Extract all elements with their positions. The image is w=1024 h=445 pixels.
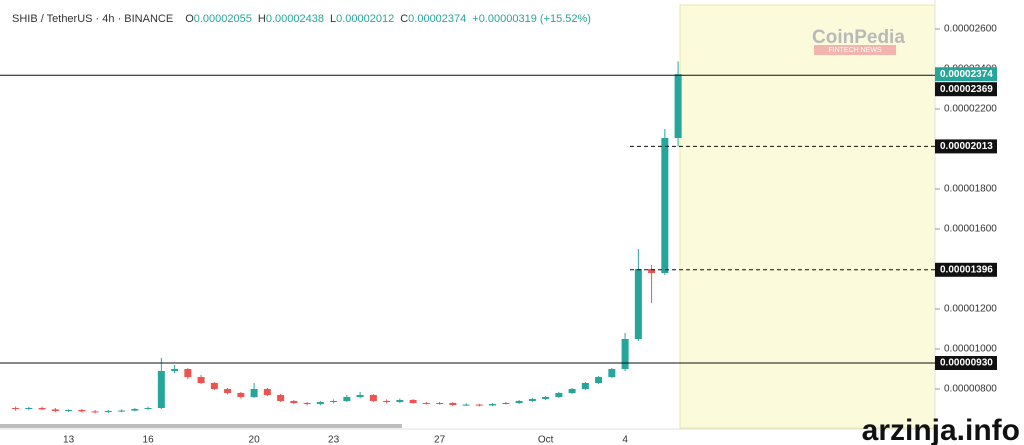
y-tick-label: 0.00001200 [944, 304, 997, 315]
candle-body [65, 410, 73, 411]
candle-body [157, 371, 165, 408]
x-tick-label: 13 [63, 435, 75, 445]
ohlc-value: 0.00002012 [336, 13, 394, 25]
x-tick-label: 4 [622, 435, 628, 445]
site-watermark: arzinja.info [862, 414, 1020, 445]
candle-body [369, 395, 377, 401]
candle-body [118, 410, 126, 412]
last-price-label: 0.00002374 [940, 69, 993, 80]
x-tick-label: Oct [538, 435, 554, 445]
candle-body [38, 408, 46, 410]
candle-body [661, 138, 669, 273]
candle-body [648, 269, 656, 273]
candle-body [171, 369, 179, 371]
level-label: 0.00000930 [940, 358, 993, 369]
candle-body [475, 404, 483, 406]
ohlc-label: L [330, 13, 336, 25]
level-label-bg [935, 356, 997, 370]
y-tick-label: 0.00000800 [944, 384, 997, 395]
candle-body [634, 269, 642, 339]
candle-body [330, 401, 338, 402]
candle-body [224, 389, 232, 393]
candle-body [290, 401, 298, 403]
ohlc-label: C [400, 13, 408, 25]
candle-body [316, 402, 324, 404]
candle-body [104, 411, 112, 412]
candle-body [303, 403, 311, 404]
candle-body [502, 403, 510, 404]
candle-body [237, 393, 245, 397]
watermark: FINTECH NEWS [828, 47, 882, 54]
candle-body [396, 400, 404, 402]
candle-body [263, 389, 271, 395]
y-tick-label: 0.00002200 [944, 104, 997, 115]
candle-body [674, 74, 682, 138]
level-label: 0.00001396 [940, 264, 993, 275]
level-label: 0.00002013 [940, 141, 993, 152]
chart-title: SHIB / TetherUS · 4h · BINANCE [12, 13, 173, 25]
y-tick-label: 0.00001000 [944, 344, 997, 355]
candle-body [608, 369, 616, 377]
candle-body [343, 397, 351, 401]
level-label-bg [935, 82, 997, 97]
candle-body [462, 404, 470, 406]
candle-body [621, 339, 629, 369]
x-tick-label: 23 [328, 435, 340, 445]
candle-body [436, 403, 444, 404]
candle-body [277, 395, 285, 401]
x-tick-label: 27 [434, 435, 446, 445]
candle-body [515, 401, 523, 403]
watermark-band [814, 45, 896, 55]
candle-body [383, 401, 391, 402]
candle-body [51, 409, 59, 411]
candle-body [595, 377, 603, 383]
candle-body [78, 410, 86, 412]
candle-body [184, 369, 192, 377]
candle-body [409, 400, 417, 403]
level-label: 0.00002369 [940, 84, 993, 95]
candle-body [25, 408, 33, 409]
ohlc-value: 0.00002055 [194, 13, 252, 25]
ohlc-label: H [258, 13, 266, 25]
y-tick-label: 0.00001600 [944, 224, 997, 235]
x-tick-label: 20 [249, 435, 261, 445]
candle-body [144, 408, 152, 409]
candle-body [449, 403, 457, 405]
candle-body [555, 393, 563, 397]
candle-body [12, 408, 20, 409]
candle-body [581, 383, 589, 389]
candle-body [568, 389, 576, 393]
level-label-bg [935, 139, 997, 154]
candle-body [250, 389, 258, 397]
watermark: CoinPedia [812, 27, 905, 48]
candle-body [210, 383, 218, 389]
ohlc-value: 0.00002438 [266, 13, 324, 25]
candle-body [489, 404, 497, 406]
scrollbar[interactable] [0, 424, 402, 428]
candle-body [422, 403, 430, 404]
x-tick-label: 16 [143, 435, 155, 445]
candle-body [91, 411, 99, 413]
y-tick-label: 0.00001800 [944, 184, 997, 195]
candle-body [131, 409, 139, 411]
y-tick-label: 0.00002600 [944, 24, 997, 35]
candle-body [197, 377, 205, 383]
last-price-bg [935, 67, 997, 82]
level-label-bg [935, 262, 997, 277]
future-zone [679, 4, 936, 429]
ohlc-value: 0.00002374 [408, 13, 466, 25]
candle-body [356, 395, 364, 397]
candle-body [528, 399, 536, 401]
candle-body [542, 397, 550, 399]
change: +0.00000319 (+15.52%) [472, 13, 591, 25]
ohlc-label: O [185, 13, 194, 25]
